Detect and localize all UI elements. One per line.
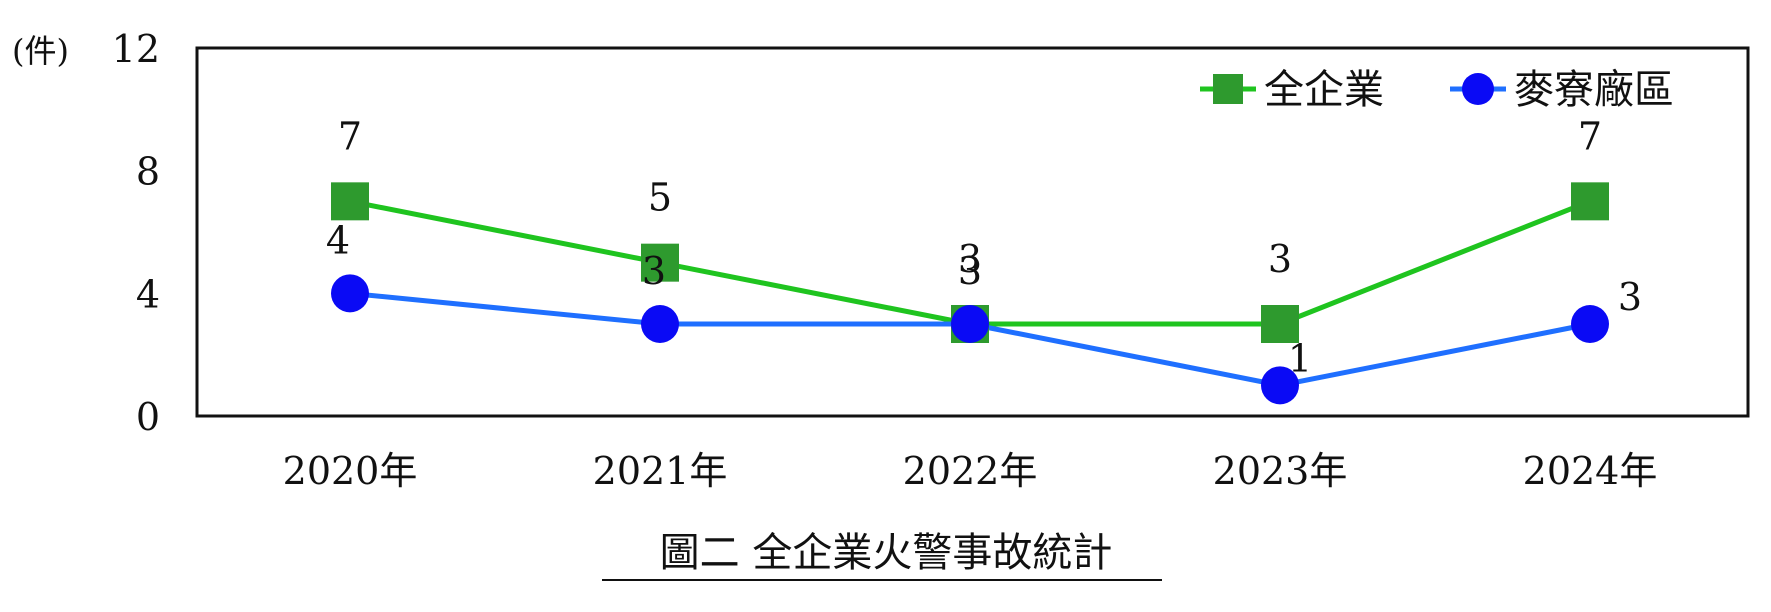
plot-border [195, 46, 1750, 418]
data-point-circle [1571, 305, 1609, 343]
data-label: 7 [338, 114, 362, 158]
data-label: 7 [1578, 114, 1602, 158]
data-label: 3 [958, 237, 982, 281]
data-label: 4 [326, 218, 350, 262]
x-tick-label: 2023年 [1213, 449, 1348, 493]
data-label: 5 [648, 176, 672, 220]
data-point-circle [331, 274, 369, 313]
legend-marker-circle [1462, 73, 1494, 105]
data-point-square [331, 182, 369, 221]
x-tick-label: 2021年 [593, 449, 728, 493]
data-label: 3 [958, 249, 982, 293]
data-label: 3 [642, 249, 666, 293]
x-tick-label: 2024年 [1523, 449, 1658, 493]
legend-label: 麥寮廠區 [1514, 67, 1674, 113]
data-point-circle [951, 305, 989, 343]
y-tick-label: 4 [136, 272, 160, 316]
x-tick-label: 2020年 [283, 449, 418, 493]
legend-marker-square [1213, 74, 1243, 104]
y-tick-label: 8 [136, 150, 160, 194]
data-point-square [1261, 305, 1299, 343]
y-tick-label: 0 [136, 395, 160, 439]
data-label: 3 [1618, 275, 1642, 319]
x-tick-label: 2022年 [903, 449, 1038, 493]
legend-label: 全企業 [1264, 67, 1384, 113]
data-label: 3 [1268, 237, 1292, 281]
data-point-circle [641, 305, 679, 343]
data-point-square [641, 243, 679, 282]
data-point-square [1571, 182, 1609, 221]
data-label: 1 [1288, 336, 1312, 380]
chart-caption: 圖二 全企業火警事故統計 [660, 530, 1113, 576]
y-tick-label: 12 [112, 27, 160, 71]
y-unit-label: (件) [12, 32, 69, 70]
data-point-circle [1261, 366, 1299, 405]
